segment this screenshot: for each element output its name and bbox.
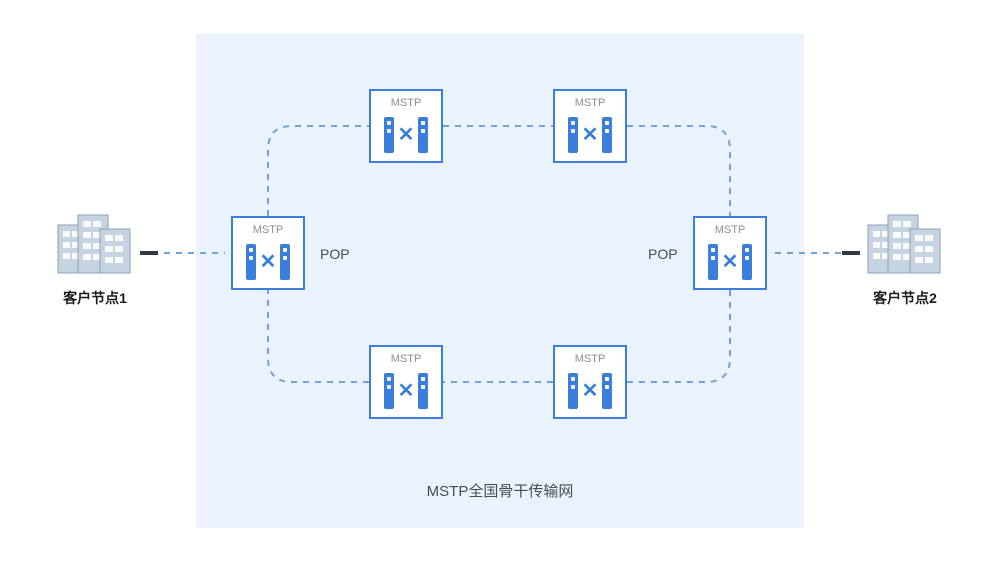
network-node: MSTP ✕ xyxy=(231,216,305,290)
network-node: MSTP ✕ xyxy=(369,89,443,163)
network-node: MSTP ✕ xyxy=(693,216,767,290)
switch-icon: ✕ xyxy=(555,373,625,409)
building-icon-left xyxy=(52,209,138,279)
switch-icon: ✕ xyxy=(371,117,441,153)
node-label: MSTP xyxy=(555,97,625,109)
customer-left-label: 客户节点1 xyxy=(40,288,150,308)
network-node: MSTP ✕ xyxy=(553,89,627,163)
switch-icon: ✕ xyxy=(371,373,441,409)
switch-icon: ✕ xyxy=(233,244,303,280)
building-icon-right xyxy=(862,209,948,279)
switch-icon: ✕ xyxy=(555,117,625,153)
switch-icon: ✕ xyxy=(695,244,765,280)
node-label: MSTP xyxy=(233,224,303,236)
node-label: MSTP xyxy=(695,224,765,236)
pop-label-right: POP xyxy=(648,246,678,262)
network-node: MSTP ✕ xyxy=(369,345,443,419)
node-label: MSTP xyxy=(555,353,625,365)
node-label: MSTP xyxy=(371,353,441,365)
network-node: MSTP ✕ xyxy=(553,345,627,419)
backbone-title: MSTP全国骨干传输网 xyxy=(196,480,804,501)
pop-label-left: POP xyxy=(320,246,350,262)
customer-right-label: 客户节点2 xyxy=(850,288,960,308)
node-label: MSTP xyxy=(371,97,441,109)
